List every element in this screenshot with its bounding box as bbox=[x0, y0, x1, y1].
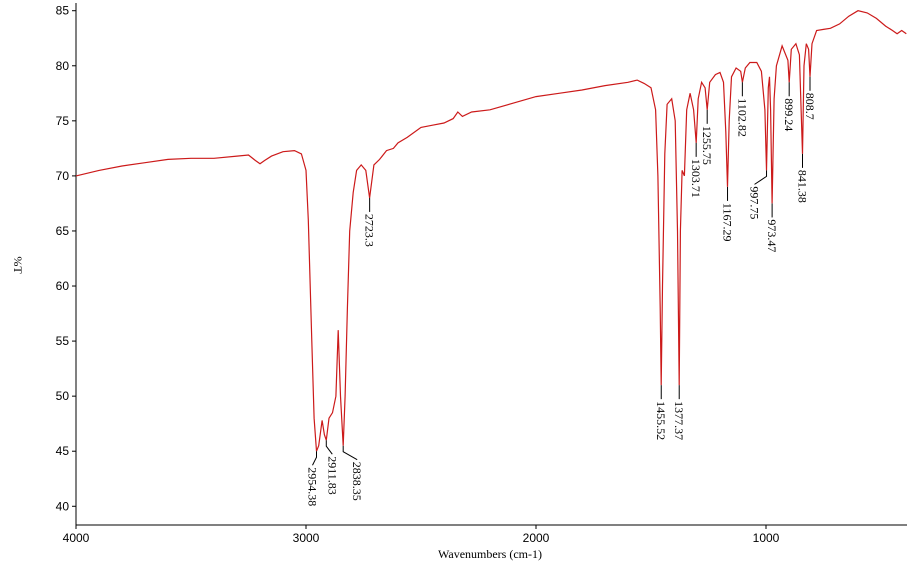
y-tick-label: 65 bbox=[56, 224, 70, 238]
peak-label: 2723.3 bbox=[363, 214, 377, 247]
x-axis-label: Wavenumbers (cm-1) bbox=[438, 547, 542, 561]
y-tick-label: 70 bbox=[56, 169, 70, 183]
x-tick-label: 3000 bbox=[293, 531, 320, 545]
peak-label: 808.7 bbox=[803, 93, 817, 120]
peak-label: 2838.35 bbox=[350, 462, 364, 501]
peak-label: 997.75 bbox=[748, 186, 762, 219]
peak-label: 973.47 bbox=[765, 219, 779, 252]
peak-label: 899.24 bbox=[782, 98, 796, 131]
y-tick-label: 55 bbox=[56, 334, 70, 348]
y-tick-label: 85 bbox=[56, 4, 70, 18]
y-tick-label: 60 bbox=[56, 279, 70, 293]
peak-label: 1167.29 bbox=[721, 203, 735, 242]
peak-label: 1303.71 bbox=[689, 159, 703, 198]
peak-label: 841.38 bbox=[795, 170, 809, 203]
y-tick-label: 75 bbox=[56, 114, 70, 128]
peak-leader bbox=[312, 451, 317, 466]
x-tick-label: 1000 bbox=[753, 531, 780, 545]
peak-label: 2911.83 bbox=[325, 456, 339, 495]
peak-label: 1255.75 bbox=[700, 126, 714, 165]
peak-leader bbox=[325, 440, 333, 455]
y-tick-label: 45 bbox=[56, 444, 70, 458]
peak-label: 1102.82 bbox=[735, 98, 749, 137]
y-tick-label: 50 bbox=[56, 389, 70, 403]
peak-label: 1455.52 bbox=[654, 401, 668, 440]
spectrum-line bbox=[75, 10, 907, 452]
peak-leader bbox=[342, 445, 358, 461]
peak-label: 2954.38 bbox=[305, 467, 319, 506]
y-axis-label: %T bbox=[11, 256, 25, 274]
x-tick-label: 4000 bbox=[63, 531, 90, 545]
peak-leader bbox=[754, 170, 768, 185]
y-tick-label: 80 bbox=[56, 59, 70, 73]
x-tick-label: 2000 bbox=[523, 531, 550, 545]
peak-label: 1377.37 bbox=[672, 401, 686, 440]
y-tick-label: 40 bbox=[56, 499, 70, 513]
